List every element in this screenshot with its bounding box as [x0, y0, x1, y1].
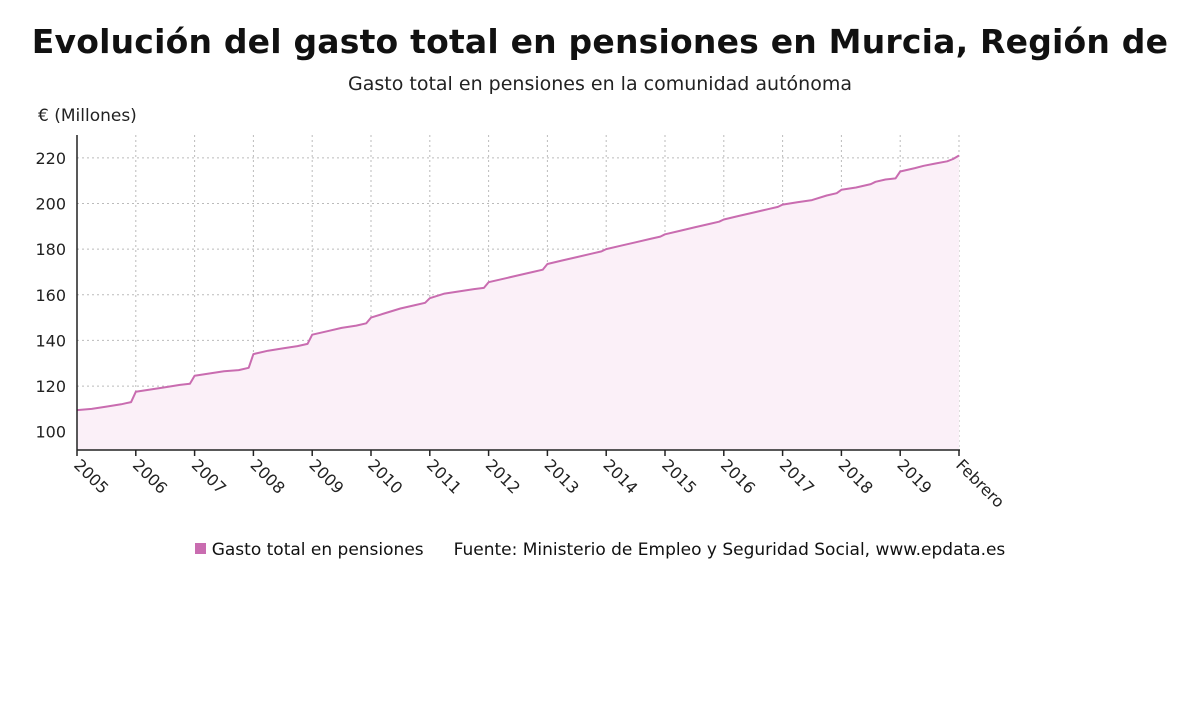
y-axis-label: € (Millones): [38, 106, 137, 126]
x-tick-label: 2008: [247, 455, 289, 497]
x-tick-label: 2010: [364, 455, 406, 497]
x-tick-label: 2012: [482, 455, 524, 497]
legend: Gasto total en pensiones Fuente: Minister…: [0, 540, 1200, 560]
axes: [76, 135, 960, 456]
series-line: [76, 154, 960, 412]
x-tick-label: 2016: [717, 455, 759, 497]
y-tick-label: 180: [35, 240, 66, 259]
x-tick-label: 2013: [541, 455, 583, 497]
legend-swatch: [194, 543, 206, 554]
chart-subtitle: Gasto total en pensiones en la comunidad…: [348, 73, 852, 95]
x-tick-label: 2006: [129, 455, 171, 497]
x-tick-label: 2005: [70, 455, 112, 497]
x-tick-label: 2009: [305, 455, 347, 497]
y-tick-label: 120: [35, 377, 66, 396]
x-tick-label: 2014: [599, 455, 641, 497]
y-tick-labels: 100 120 140 160 180 200 220: [35, 149, 66, 442]
y-tick-label: 100: [35, 423, 66, 442]
x-tick-label: 2018: [835, 455, 877, 497]
y-tick-label: 200: [35, 194, 66, 213]
series-area: [77, 155, 959, 450]
x-tick-label: 2011: [423, 455, 465, 497]
y-tick-label: 140: [35, 331, 66, 350]
y-tick-label: 160: [35, 286, 66, 305]
x-tick-labels: 2005 2006 2007 2008 2009 2010 2011 2012 2013 2014…: [70, 455, 1008, 511]
x-tick-label: 2017: [776, 455, 818, 497]
legend-series-label: Gasto total en pensiones: [211, 540, 424, 560]
source-note: Fuente: Ministerio de Empleo y Seguridad…: [453, 540, 1006, 560]
x-tick-label: 2015: [658, 455, 700, 497]
y-tick-label: 220: [35, 149, 66, 168]
x-tick-label: 2019: [893, 455, 935, 497]
x-tick-label: Febrero: [952, 455, 1008, 511]
x-tick-label: 2007: [188, 455, 230, 497]
area-layer: [76, 154, 960, 450]
chart-title: Evolución del gasto total en pensiones e…: [31, 22, 1169, 61]
